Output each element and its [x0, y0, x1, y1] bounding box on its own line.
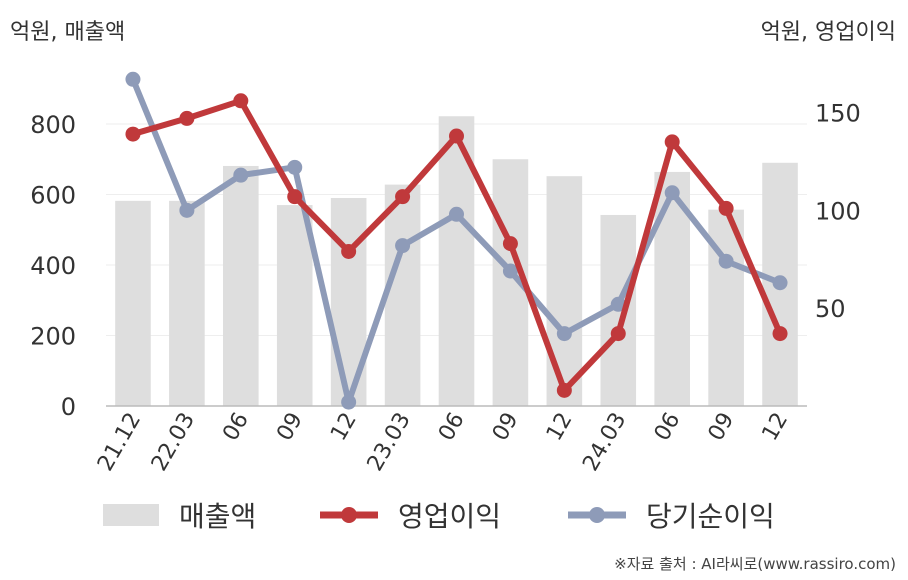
- x-tick-label: 12: [758, 409, 794, 446]
- operating-profit-point: [502, 236, 518, 252]
- right-tick-label: 50: [815, 295, 846, 323]
- net-income-point: [664, 185, 680, 201]
- revenue-bar: [169, 200, 205, 406]
- revenue-bar: [115, 200, 151, 406]
- net-income-point: [125, 71, 141, 87]
- net-income-point: [287, 159, 303, 175]
- net-income-point: [395, 238, 411, 254]
- operating-profit-point: [718, 200, 734, 216]
- revenue-bar: [276, 205, 313, 406]
- revenue-bar: [384, 184, 421, 406]
- operating-profit-point: [395, 189, 411, 205]
- legend-label-operating-profit: 영업이익: [398, 500, 502, 533]
- revenue-bar: [546, 176, 583, 406]
- legend-swatch-operating-profit: [320, 507, 378, 523]
- left-tick-label: 600: [30, 182, 76, 210]
- x-tick-label: 23.03: [363, 409, 416, 476]
- right-axis-unit: 억원, 영업이익: [760, 20, 896, 45]
- operating-profit-point: [449, 128, 464, 144]
- left-tick-label: 800: [30, 111, 76, 139]
- operating-profit-point: [556, 382, 572, 398]
- x-tick-label: 24.03: [578, 409, 631, 476]
- left-axis-unit: 억원, 매출액: [10, 20, 126, 45]
- legend-swatch-net-income: [568, 507, 626, 523]
- legend-item-operating-profit: 영업이익: [318, 492, 501, 538]
- x-tick-label: 09: [272, 409, 308, 446]
- operating-profit-point: [341, 243, 357, 259]
- operating-profit-point: [610, 326, 626, 342]
- x-tick-label: 12: [326, 409, 362, 446]
- net-income-point: [449, 206, 464, 222]
- net-income-point: [341, 394, 357, 410]
- legend-label-revenue: 매출액: [179, 500, 257, 533]
- x-tick-label: 22.03: [147, 409, 200, 476]
- right-tick-label: 100: [815, 197, 861, 225]
- source-note: ※자료 출처 : AI라씨로(www.rassiro.com): [614, 555, 896, 573]
- left-tick-label: 0: [61, 393, 76, 421]
- x-tick-label: 06: [434, 409, 470, 446]
- legend-item-net-income: 당기순이익: [566, 492, 775, 538]
- x-tick-label: 06: [218, 409, 254, 446]
- operating-profit-point: [287, 189, 303, 205]
- left-tick-label: 200: [30, 323, 76, 351]
- legend: 매출액 영업이익 당기순이익: [0, 492, 908, 538]
- operating-profit-point: [233, 93, 249, 109]
- net-income-point: [718, 253, 734, 269]
- operating-profit-point: [664, 134, 680, 150]
- operating-profit-point: [125, 126, 141, 142]
- right-tick-label: 150: [815, 100, 861, 128]
- net-income-point: [502, 263, 518, 279]
- net-income-point: [556, 326, 572, 342]
- legend-item-revenue: 매출액: [103, 492, 256, 538]
- net-income-point: [179, 202, 195, 218]
- left-tick-label: 400: [30, 252, 76, 280]
- legend-swatch-revenue: [103, 504, 159, 526]
- operating-profit-point: [179, 110, 195, 126]
- x-tick-label: 06: [650, 409, 686, 446]
- net-income-point: [610, 296, 626, 312]
- operating-profit-point: [772, 326, 788, 342]
- legend-label-net-income: 당기순이익: [646, 500, 775, 533]
- x-tick-label: 21.12: [93, 409, 146, 476]
- net-income-point: [233, 167, 249, 183]
- x-tick-label: 09: [488, 409, 524, 446]
- net-income-point: [772, 275, 788, 291]
- x-tick-label: 12: [542, 409, 578, 446]
- revenue-bar: [223, 165, 259, 406]
- x-tick-label: 09: [704, 409, 740, 446]
